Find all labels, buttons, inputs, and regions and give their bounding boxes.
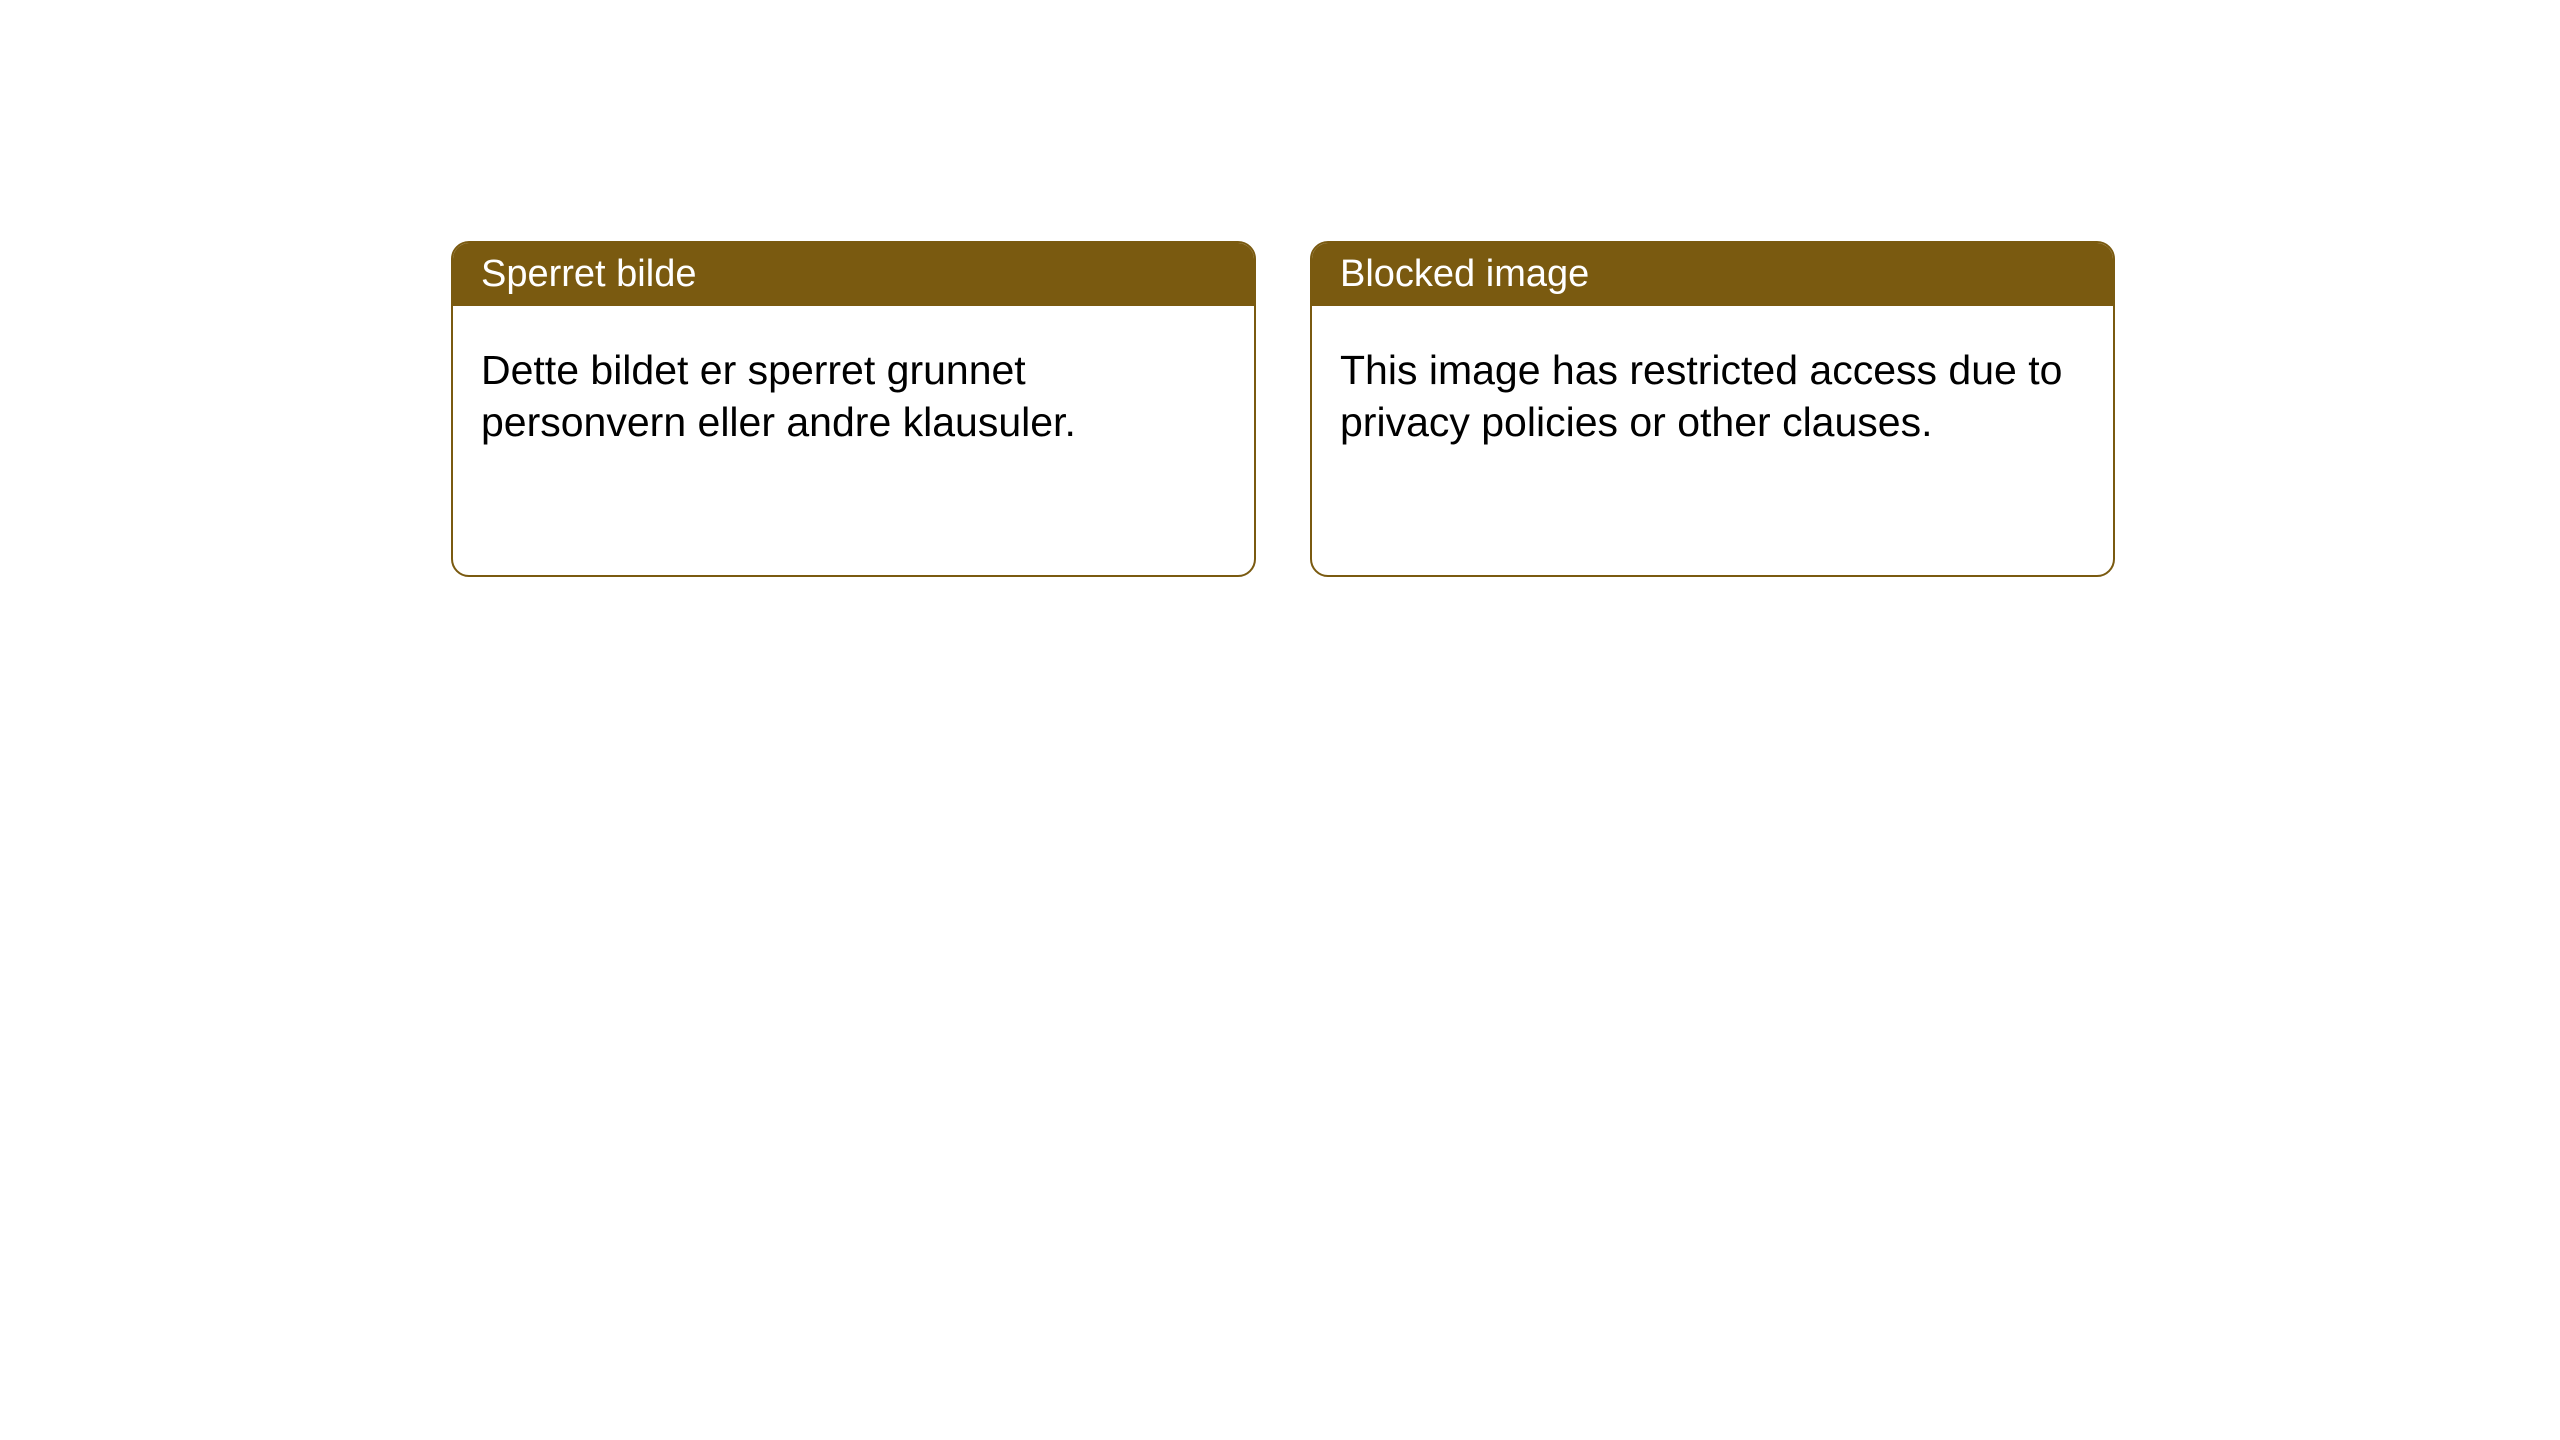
notice-card-norwegian: Sperret bilde Dette bildet er sperret gr…	[451, 241, 1256, 577]
card-body: This image has restricted access due to …	[1312, 306, 2113, 487]
card-title: Blocked image	[1340, 253, 1589, 295]
card-header: Blocked image	[1312, 243, 2113, 306]
card-title: Sperret bilde	[481, 253, 696, 295]
card-body-text: This image has restricted access due to …	[1340, 347, 2062, 445]
card-header: Sperret bilde	[453, 243, 1254, 306]
notice-container: Sperret bilde Dette bildet er sperret gr…	[0, 0, 2560, 577]
card-body: Dette bildet er sperret grunnet personve…	[453, 306, 1254, 487]
notice-card-english: Blocked image This image has restricted …	[1310, 241, 2115, 577]
card-body-text: Dette bildet er sperret grunnet personve…	[481, 347, 1076, 445]
